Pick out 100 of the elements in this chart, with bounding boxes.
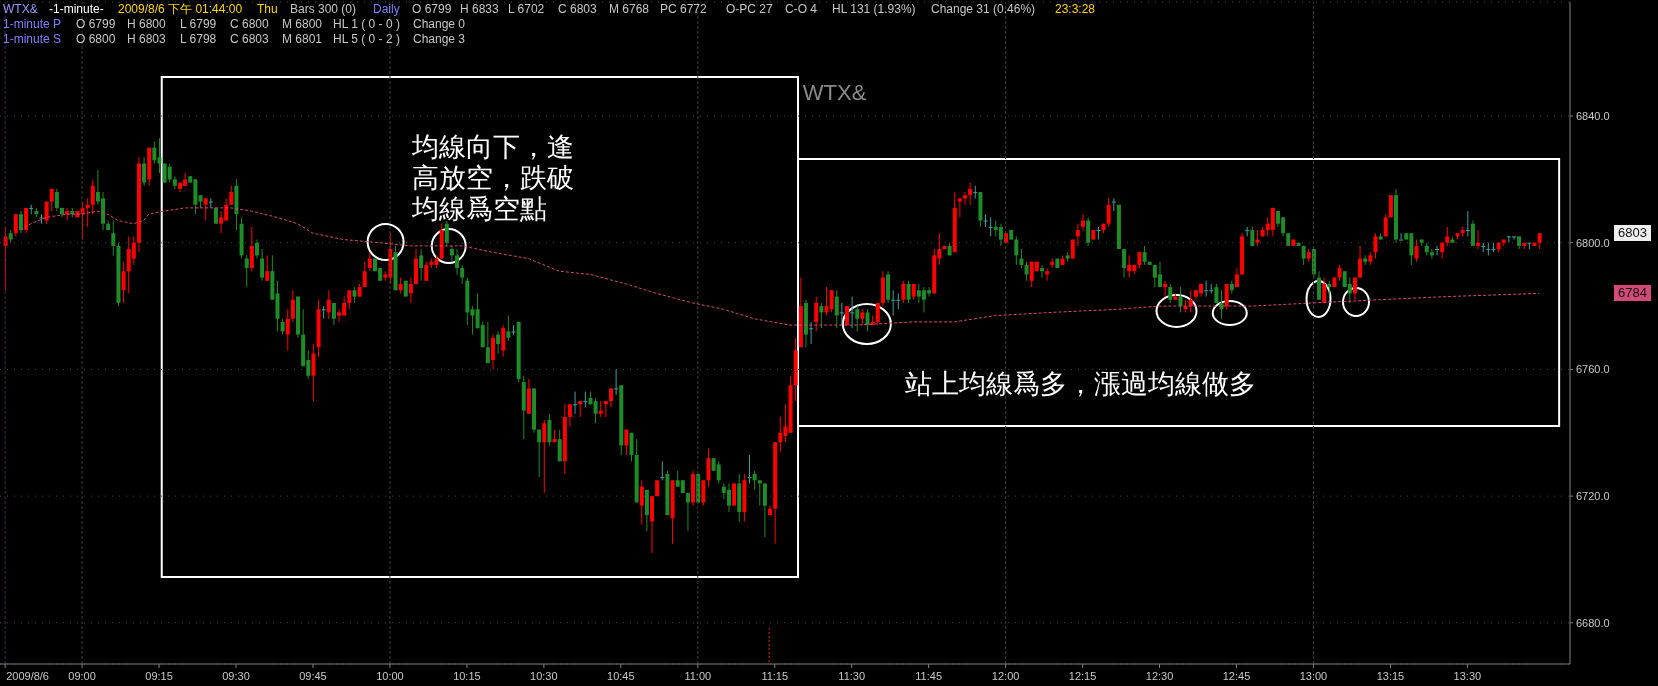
candlestick: [850, 296, 855, 329]
annotation: 2009/8/6 下午 01:44:00: [118, 2, 243, 16]
x-tick-label: 10:45: [607, 670, 635, 682]
candlestick: [449, 245, 454, 263]
candlestick: [547, 413, 552, 446]
x-tick-label: 12:15: [1068, 670, 1097, 682]
annotation: Change 0: [413, 17, 466, 31]
candlestick: [829, 289, 834, 313]
candlestick: [660, 460, 665, 481]
candlestick: [814, 296, 819, 332]
y-tick-label: 6680.0: [1576, 616, 1610, 629]
candlestick: [865, 308, 870, 332]
candlestick: [1250, 226, 1255, 247]
annotation: Bars 300 (0): [290, 2, 357, 16]
annotation: WTX&: [3, 2, 38, 16]
candlestick: [1373, 232, 1378, 260]
candlestick: [537, 429, 542, 478]
annotation: Change 3: [413, 32, 466, 46]
candlestick: [362, 261, 367, 288]
candlestick: [1075, 223, 1080, 247]
annotation: 站上均線爲多，漲過均線做多: [905, 368, 1257, 399]
candlestick: [732, 482, 737, 507]
x-tick-label: 10:30: [530, 670, 558, 682]
candlestick: [1399, 232, 1404, 241]
annotation: Change 31 (0.46%): [931, 2, 1036, 16]
x-tick-label: 12:45: [1222, 670, 1251, 682]
x-tick-label: 12:00: [991, 670, 1020, 682]
candlestick: [13, 213, 18, 237]
annotation: C-O 4: [785, 2, 818, 16]
candlestick: [778, 416, 783, 453]
annotation: H 6833: [460, 2, 499, 16]
candlestick: [172, 175, 177, 190]
candlestick: [1358, 245, 1363, 279]
candlestick: [1157, 261, 1162, 288]
y-tick-label: 6720.0: [1576, 490, 1610, 503]
x-tick-label: 11:30: [838, 670, 866, 682]
candlestick: [988, 216, 993, 237]
candlestick: [557, 429, 562, 462]
x-tick-label: 2009/8/6: [6, 670, 50, 682]
candlestick: [85, 197, 90, 228]
candlestick: [152, 140, 157, 165]
candlestick: [18, 210, 23, 234]
x-tick-label: 10:15: [453, 670, 481, 682]
candlestick: [1127, 254, 1132, 279]
candlestick: [685, 492, 690, 532]
annotation: M 6801: [282, 32, 323, 46]
x-tick-label: 09:00: [68, 670, 96, 682]
annotation: O 6799: [76, 17, 116, 31]
x-tick-label: 11:45: [915, 670, 943, 682]
candlestick: [901, 280, 906, 304]
candlestick: [629, 432, 634, 462]
candlestick: [39, 213, 44, 225]
candlestick: [855, 305, 860, 332]
x-tick-label: 09:15: [145, 670, 173, 682]
candlestick: [542, 419, 547, 494]
text: 6784: [1614, 285, 1651, 302]
annotation: C 6803: [558, 2, 597, 16]
candlestick: [819, 302, 824, 329]
candlestick: [1142, 245, 1147, 266]
x-tick-label: 13:15: [1376, 670, 1405, 682]
candlestick: [747, 454, 752, 484]
candlestick: [460, 264, 465, 285]
annotation: L 6798: [180, 32, 217, 46]
candlestick: [506, 315, 511, 342]
candlestick: [1019, 248, 1024, 269]
candlestick: [834, 289, 839, 329]
annotation: L 6799: [180, 17, 217, 31]
annotation: O-PC 27: [726, 2, 773, 16]
x-tick-label: 10:00: [376, 670, 404, 682]
annotation: HL 1 ( 0 - 0 ): [333, 17, 400, 31]
candlestick: [1214, 283, 1219, 304]
candlestick: [1445, 226, 1450, 247]
candlestick: [265, 254, 270, 282]
candlestick: [1168, 283, 1173, 304]
candlestick: [567, 403, 572, 427]
candlestick: [229, 185, 234, 206]
candlestick: [408, 277, 413, 304]
candlestick: [244, 254, 249, 288]
candlestick: [285, 308, 290, 351]
candlestick: [260, 248, 265, 282]
candlestick: [444, 220, 449, 247]
candlestick: [963, 191, 968, 206]
candlestick: [65, 207, 70, 222]
annotation: M 6800: [282, 17, 323, 31]
candlestick: [347, 289, 352, 310]
annotation: M 6768: [609, 2, 650, 16]
candlestick: [957, 197, 962, 218]
candlestick: [511, 324, 516, 336]
annotation: Daily: [373, 2, 400, 16]
candlestick: [1435, 245, 1440, 256]
x-tick-label: 09:30: [222, 670, 250, 682]
annotation: H 6800: [127, 17, 166, 31]
x-tick-label: 13:30: [1453, 670, 1482, 682]
candlestick: [142, 156, 147, 187]
candlestick: [121, 261, 126, 304]
candlestick: [998, 223, 1003, 247]
candlestick: [716, 460, 721, 484]
annotation: O 6800: [76, 32, 116, 46]
candlestick: [1096, 226, 1101, 241]
candlestick: [839, 302, 844, 326]
